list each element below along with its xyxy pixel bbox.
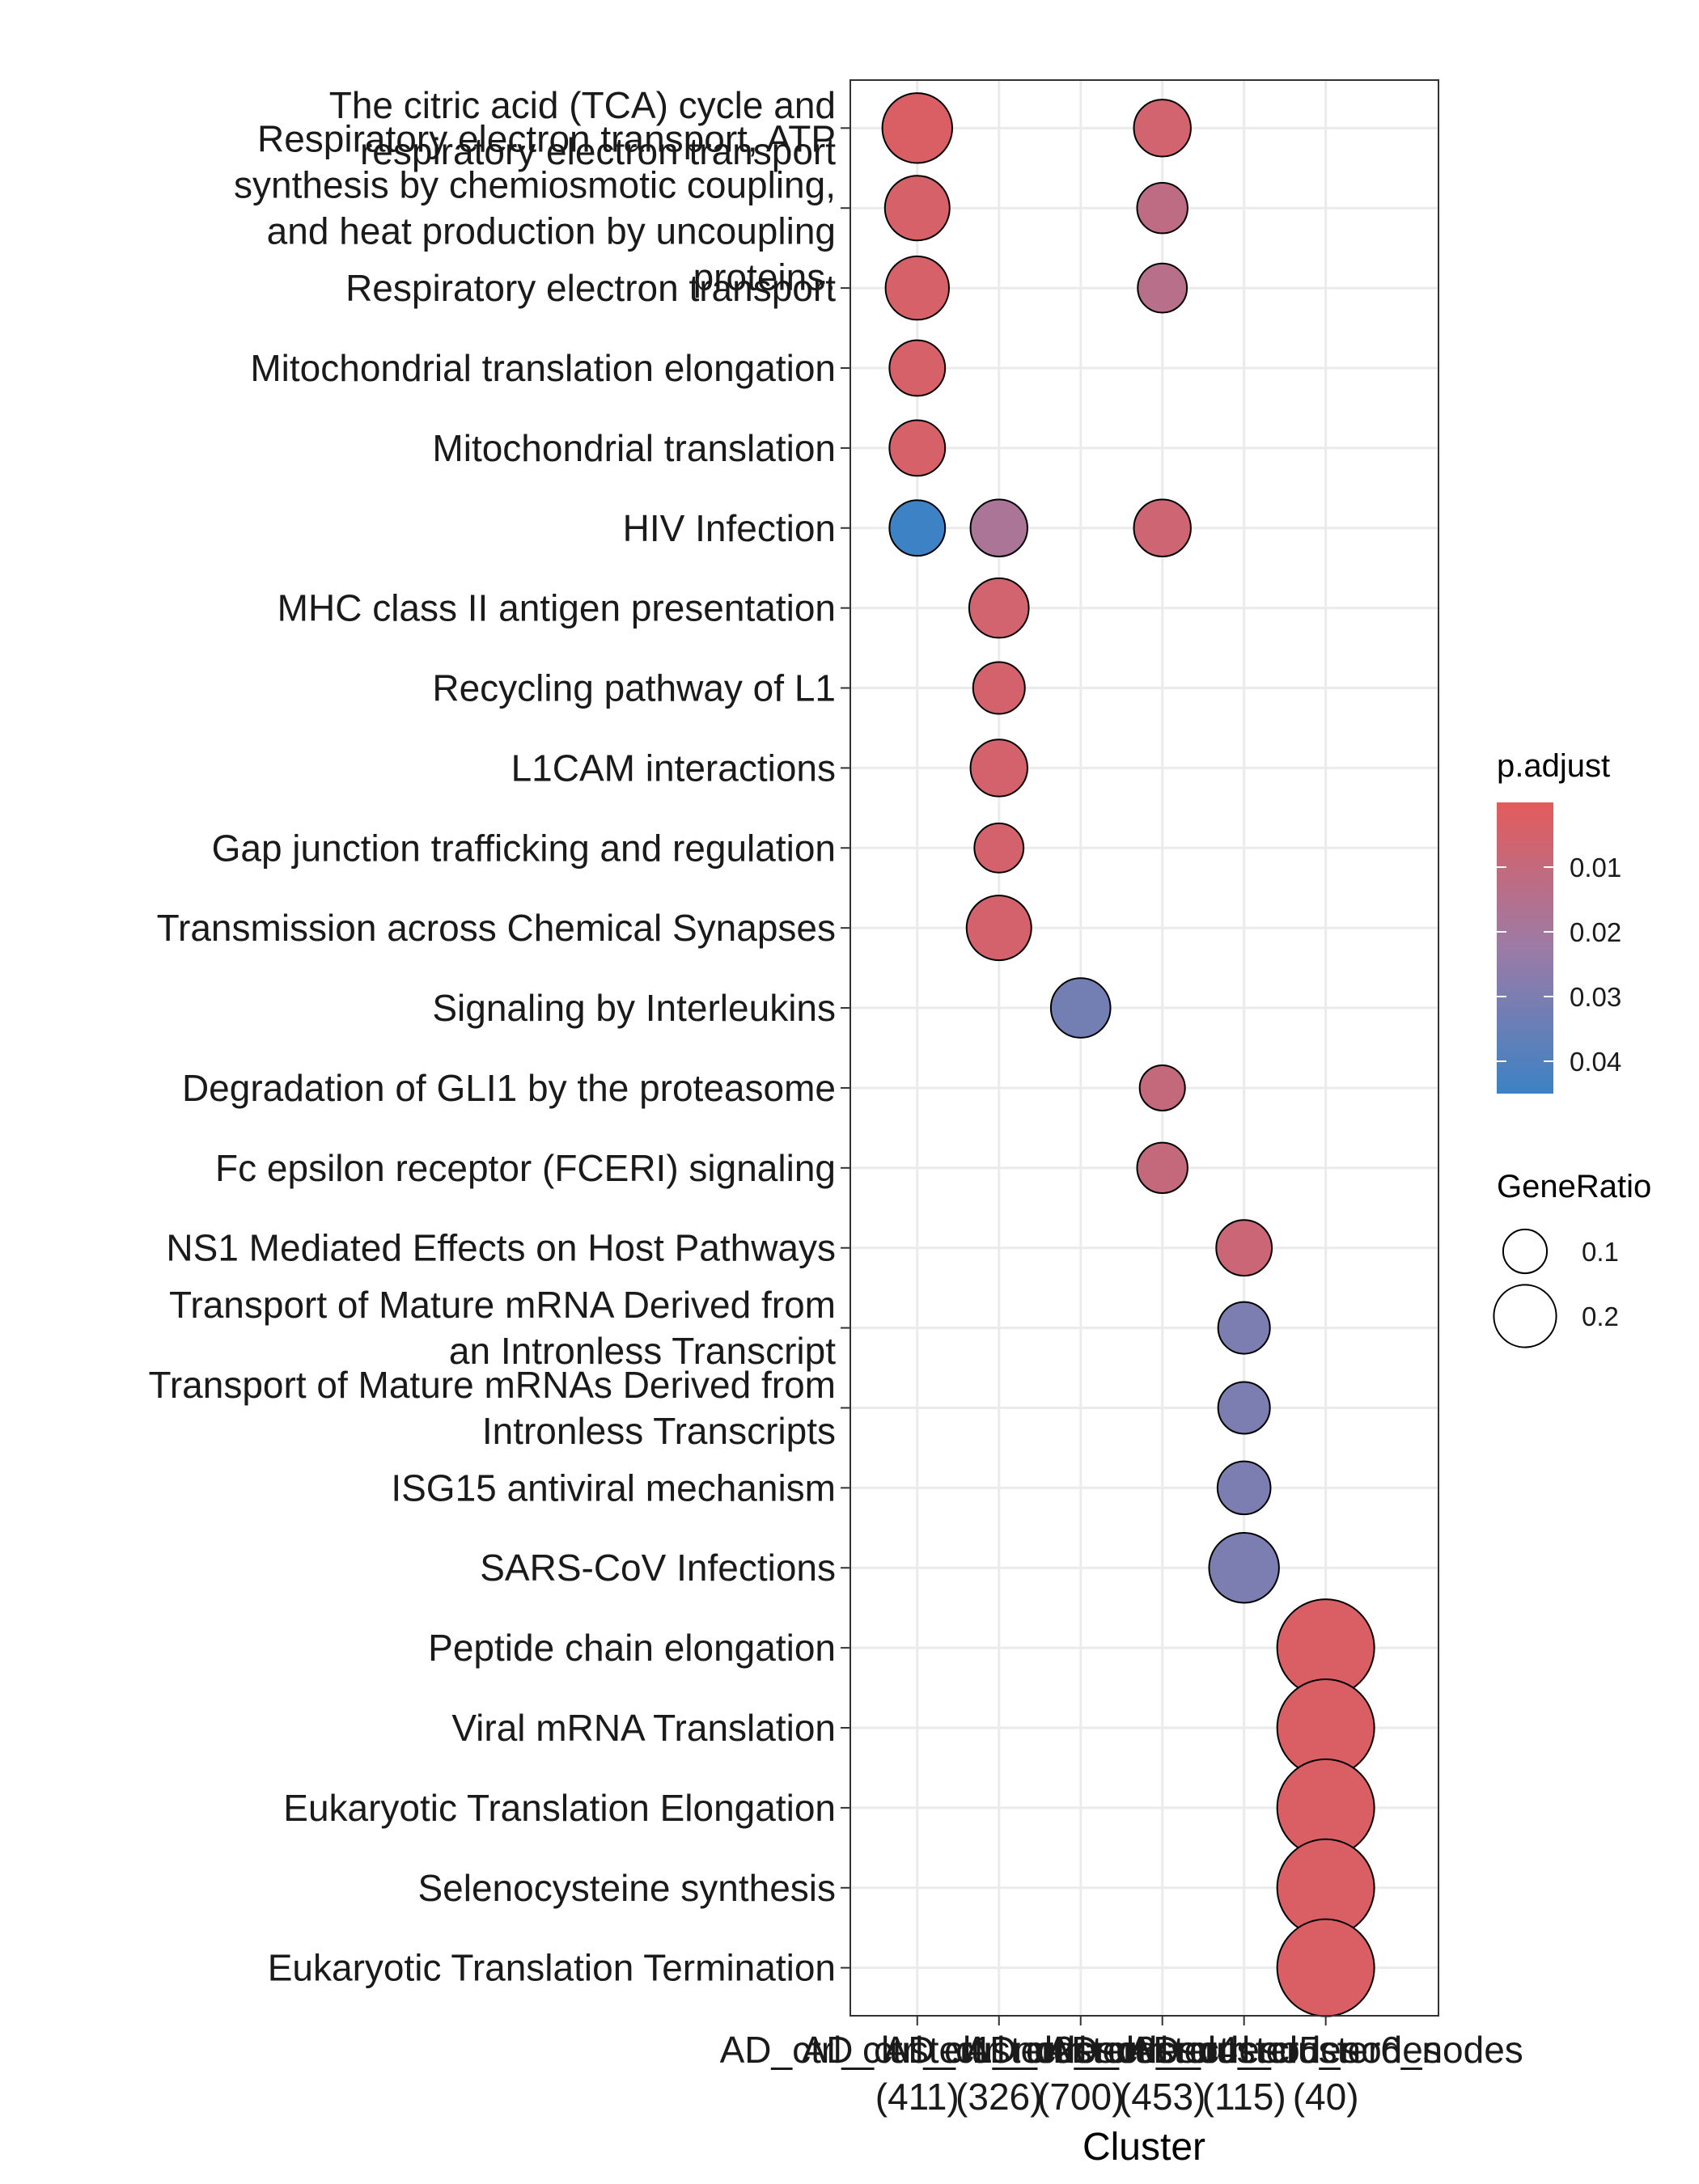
size-key-label: 0.2 <box>1582 1302 1619 1331</box>
dot <box>881 92 953 164</box>
color-bar <box>1497 802 1553 1094</box>
y-tick-label: Signaling by Interleukins <box>432 987 836 1029</box>
x-tick-label: AD_ctrl_cluster5_nodes (115) <box>1046 2029 1441 2118</box>
x-tick-label: AD_ctrl_cluster3_nodes (700) <box>883 2029 1278 2118</box>
y-tick-label: Mitochondrial translation elongation <box>250 347 836 389</box>
color-tick-label: 0.04 <box>1570 1047 1621 1077</box>
y-tick-label: Respiratory electron transport <box>345 267 836 309</box>
dot <box>1137 262 1188 314</box>
dot <box>965 895 1032 962</box>
dot <box>973 822 1025 874</box>
dot <box>888 419 947 477</box>
y-tick-label: Peptide chain elongation <box>428 1627 836 1669</box>
y-tick-label: Recycling pathway of L1 <box>432 667 836 709</box>
size-legend-title: GeneRatio <box>1497 1169 1651 1204</box>
legend: p.adjust 0.010.020.030.04 GeneRatio 0.10… <box>1493 748 1651 1348</box>
y-tick-label: MHC class II antigen presentation <box>278 587 836 629</box>
y-tick-label: L1CAM interactions <box>511 747 836 789</box>
dot <box>1136 182 1188 235</box>
y-tick-label: Respiratory electron transport, ATP synth… <box>234 118 836 298</box>
size-key <box>1502 1228 1549 1275</box>
x-tick-label: AD_ctrl_cluster4_nodes (453) <box>965 2029 1360 2118</box>
dot <box>888 499 947 557</box>
size-key-label: 0.1 <box>1582 1237 1619 1267</box>
y-tick-label: SARS-CoV Infections <box>480 1547 836 1589</box>
y-tick-label: Selenocysteine synthesis <box>417 1867 836 1909</box>
y-tick-label: Transmission across Chemical Synapses <box>157 907 836 949</box>
x-axis: AD_ctrl_cluster1_nodes (411)AD_ctrl_clust… <box>720 2016 1523 2118</box>
y-tick-label: Eukaryotic Translation Elongation <box>283 1787 836 1829</box>
y-tick-label: Eukaryotic Translation Termination <box>268 1947 836 1989</box>
y-tick-label: Gap junction trafficking and regulation <box>212 827 836 869</box>
dot <box>972 661 1026 715</box>
dot <box>1136 1141 1188 1195</box>
dot <box>888 339 947 397</box>
size-keys: 0.1 0.2 <box>1493 1228 1619 1348</box>
dot <box>1138 1064 1186 1111</box>
x-tick-label: AD_ctrl_cluster6_nodes (40) <box>1128 2029 1523 2118</box>
color-ticks: 0.01 0.02 0.03 0.04 <box>1497 853 1621 1077</box>
x-axis-title: Cluster <box>1083 2126 1205 2169</box>
y-tick-label: Degradation of GLI1 by the proteasome <box>182 1067 836 1109</box>
dot <box>968 577 1030 639</box>
dot <box>1133 498 1192 557</box>
dot <box>1217 1381 1271 1435</box>
dot <box>1049 977 1112 1039</box>
color-tick-label: 0.02 <box>1570 917 1621 947</box>
x-tick-label: AD_ctrl_cluster2_nodes (326) <box>802 2029 1197 2118</box>
y-tick-label: Transport of Mature mRNAs Derived from In… <box>148 1364 836 1452</box>
size-key <box>1493 1284 1557 1348</box>
y-tick-label: NS1 Mediated Effects on Host Pathways <box>166 1227 836 1269</box>
dot <box>969 498 1028 557</box>
dot <box>883 175 951 242</box>
y-axis: The citric acid (TCA) cycle and respirato… <box>148 84 850 1989</box>
points <box>881 92 1375 2017</box>
dot <box>1216 1460 1272 1516</box>
y-tick-label: Viral mRNA Translation <box>451 1707 836 1749</box>
dot <box>884 255 950 321</box>
color-tick-label: 0.01 <box>1570 853 1621 882</box>
dot <box>1217 1301 1271 1355</box>
dot <box>1215 1219 1273 1277</box>
x-tick-label: AD_ctrl_cluster1_nodes (411) <box>720 2029 1115 2118</box>
color-tick-label: 0.03 <box>1570 982 1621 1012</box>
dot <box>1208 1532 1280 1604</box>
y-tick-label: Fc epsilon receptor (FCERI) signaling <box>215 1147 836 1189</box>
color-legend-title: p.adjust <box>1497 748 1610 784</box>
dot <box>969 739 1028 798</box>
y-tick-label: Mitochondrial translation <box>432 427 836 469</box>
y-tick-label: ISG15 antiviral mechanism <box>391 1467 836 1509</box>
y-tick-label: HIV Infection <box>623 507 836 549</box>
y-tick-label: Transport of Mature mRNA Derived from an … <box>169 1284 836 1372</box>
dot <box>1276 1918 1375 2017</box>
plot-border <box>850 79 1439 2017</box>
dot <box>1133 99 1192 158</box>
y-tick-label: The citric acid (TCA) cycle and respirato… <box>329 84 836 172</box>
